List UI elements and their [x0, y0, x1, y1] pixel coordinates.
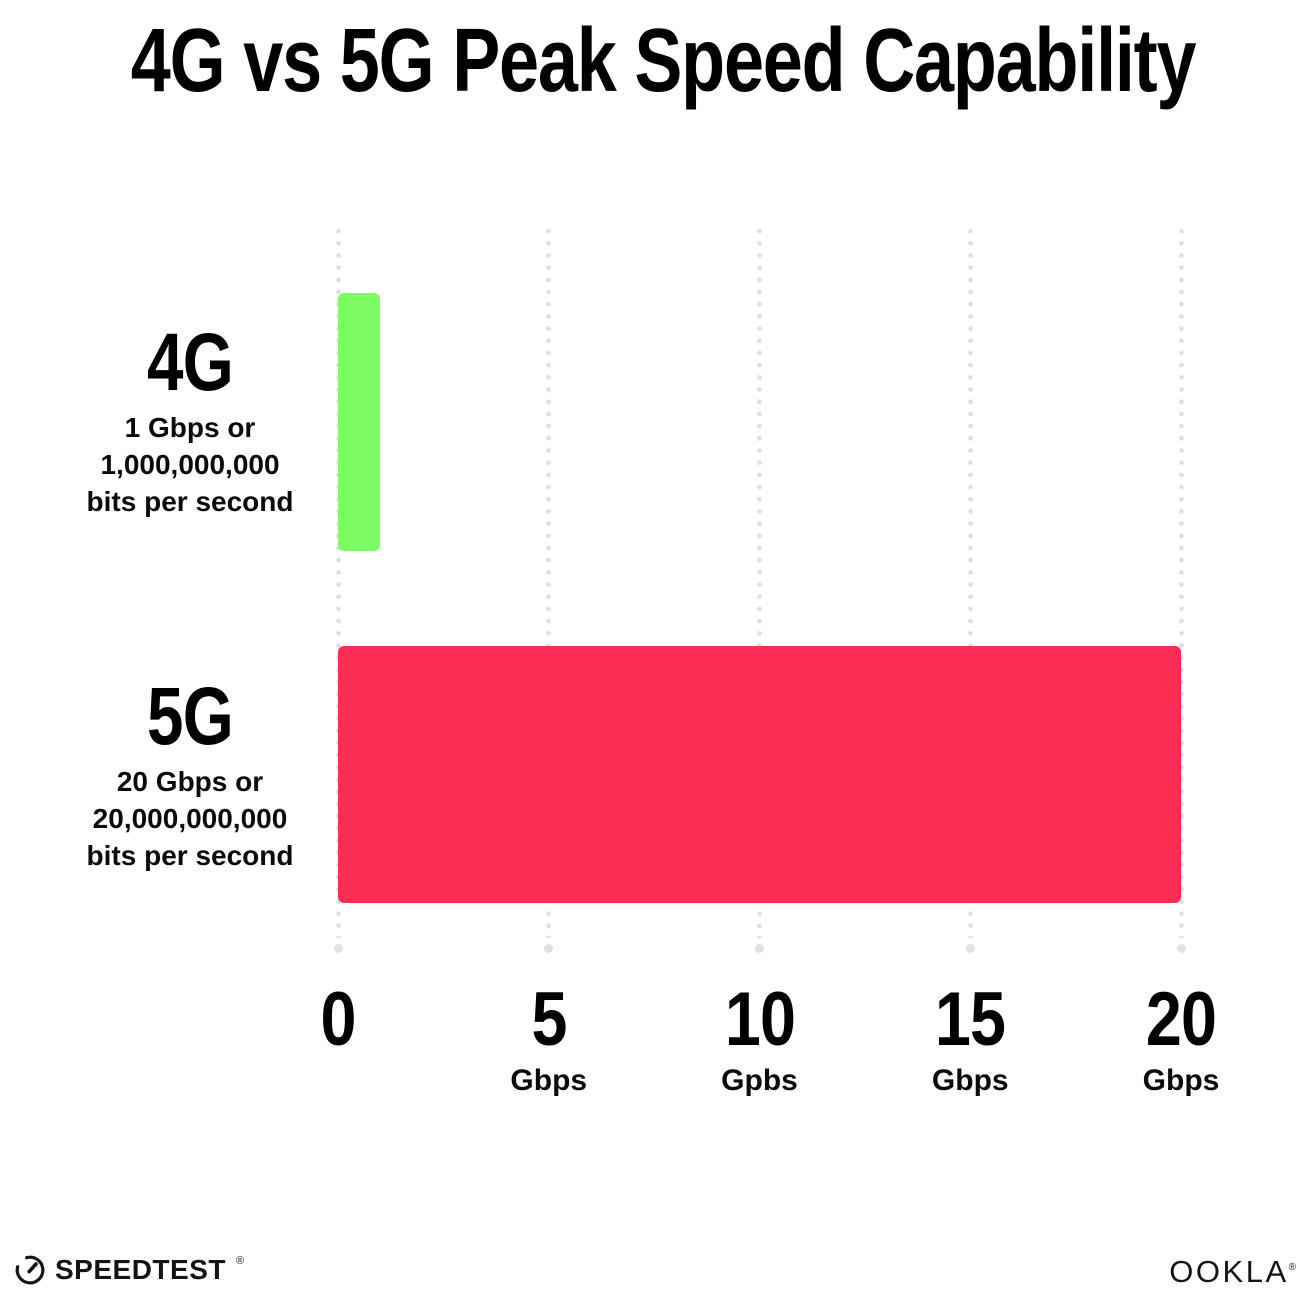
- gridline-end-dot-10: [755, 944, 764, 953]
- x-tick-20: 20 Gbps: [1086, 982, 1276, 1098]
- category-sublabel-4g: 1 Gbps or 1,000,000,000 bits per second: [25, 410, 355, 521]
- gridline-0: [335, 225, 341, 938]
- speedtest-gauge-icon: [15, 1255, 45, 1285]
- x-tick-unit-10: Gpbs: [721, 1064, 798, 1097]
- speedtest-trademark: ®: [235, 1255, 245, 1267]
- sublabel-line: 20 Gbps or: [116, 766, 264, 798]
- gridline-15: [967, 225, 973, 938]
- gridline-end-dot-15: [965, 944, 975, 953]
- ookla-logo: OOKLA®: [1169, 1256, 1296, 1287]
- sublabel-line: bits per second: [86, 840, 294, 871]
- gridline-end-dot-5: [544, 944, 554, 953]
- sublabel-line: 1,000,000,000: [100, 449, 280, 481]
- speedtest-logo: SPEEDTEST ®: [14, 1254, 245, 1286]
- x-tick-value-10: 10: [724, 977, 795, 1062]
- sublabel-line: bits per second: [86, 486, 294, 517]
- chart-title: 4G vs 5G Peak Speed Capability: [130, 11, 1197, 111]
- x-tick-value-15: 15: [935, 977, 1006, 1062]
- bar-4g: [338, 293, 381, 551]
- category-label-5g: 5G 20 Gbps or 20,000,000,000 bits per secon…: [25, 671, 355, 875]
- x-tick-unit-20: Gbps: [1142, 1064, 1220, 1097]
- speedtest-wordmark: SPEEDTEST: [55, 1254, 226, 1285]
- gridline-20: [1178, 225, 1184, 938]
- gridline-end-dot-0: [333, 944, 343, 953]
- x-tick-unit-5: Gbps: [510, 1064, 588, 1097]
- category-sublabel-5g: 20 Gbps or 20,000,000,000 bits per second: [25, 764, 355, 875]
- ookla-trademark: ®: [1288, 1262, 1296, 1273]
- gridline-5: [546, 225, 552, 938]
- gridline-end-dot-20: [1176, 944, 1186, 953]
- sublabel-line: 20,000,000,000: [92, 803, 288, 835]
- x-tick-5: 5 Gbps: [454, 982, 644, 1098]
- bar-5g: [338, 646, 1181, 903]
- x-tick-value-0: 0: [320, 977, 356, 1062]
- category-label-4g: 4G 1 Gbps or 1,000,000,000 bits per second: [25, 317, 355, 521]
- x-tick-unit-15: Gbps: [931, 1064, 1009, 1097]
- x-tick-0: 0: [243, 982, 433, 1058]
- gridline-10: [757, 225, 762, 938]
- ookla-wordmark: OOKLA: [1169, 1254, 1289, 1289]
- sublabel-line: 1 Gbps or: [124, 412, 256, 444]
- x-tick-10: 10 Gpbs: [665, 982, 855, 1098]
- x-tick-value-20: 20: [1145, 977, 1217, 1062]
- x-tick-value-5: 5: [531, 977, 567, 1062]
- category-name-5g: 5G: [147, 671, 234, 762]
- x-tick-15: 15 Gbps: [875, 982, 1065, 1098]
- category-name-4g: 4G: [147, 317, 234, 408]
